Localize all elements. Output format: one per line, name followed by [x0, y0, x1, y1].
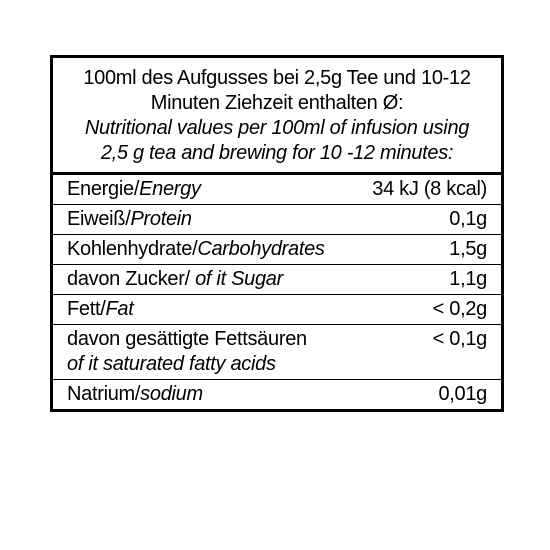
row-carbs: Kohlenhydrate/Carbohydrates 1,5g [53, 234, 501, 264]
row-value: 34 kJ (8 kcal) [360, 177, 487, 202]
row-label: Fett/Fat [67, 297, 421, 322]
rows-container: Energie/Energy 34 kJ (8 kcal) Eiweiß/Pro… [53, 175, 501, 409]
row-label: Eiweiß/Protein [67, 207, 437, 232]
row-value: 1,5g [437, 237, 487, 262]
row-label: davon gesättigte Fettsäuren of it satura… [67, 327, 421, 377]
header-de-line2: Minuten Ziehzeit enthalten Ø: [151, 92, 404, 114]
header-de-line1: 100ml des Aufgusses bei 2,5g Tee und 10-… [83, 67, 470, 89]
row-sodium: Natrium/sodium 0,01g [53, 379, 501, 409]
row-label: Kohlenhydrate/Carbohydrates [67, 237, 437, 262]
row-label: Energie/Energy [67, 177, 360, 202]
row-energy: Energie/Energy 34 kJ (8 kcal) [53, 175, 501, 204]
header-en-line1: Nutritional values per 100ml of infusion… [85, 117, 469, 139]
row-value: 0,1g [437, 207, 487, 232]
table-header: 100ml des Aufgusses bei 2,5g Tee und 10-… [53, 58, 501, 172]
row-sugar: davon Zucker/ of it Sugar 1,1g [53, 264, 501, 294]
row-protein: Eiweiß/Protein 0,1g [53, 204, 501, 234]
row-value: < 0,1g [421, 327, 487, 352]
row-value: 1,1g [437, 267, 487, 292]
row-satfat: davon gesättigte Fettsäuren of it satura… [53, 324, 501, 379]
row-label: Natrium/sodium [67, 382, 426, 407]
row-value: < 0,2g [421, 297, 487, 322]
header-en-line2: 2,5 g tea and brewing for 10 -12 minutes… [101, 142, 453, 164]
row-value: 0,01g [426, 382, 487, 407]
nutrition-table: 100ml des Aufgusses bei 2,5g Tee und 10-… [50, 55, 504, 412]
row-label: davon Zucker/ of it Sugar [67, 267, 437, 292]
row-fat: Fett/Fat < 0,2g [53, 294, 501, 324]
